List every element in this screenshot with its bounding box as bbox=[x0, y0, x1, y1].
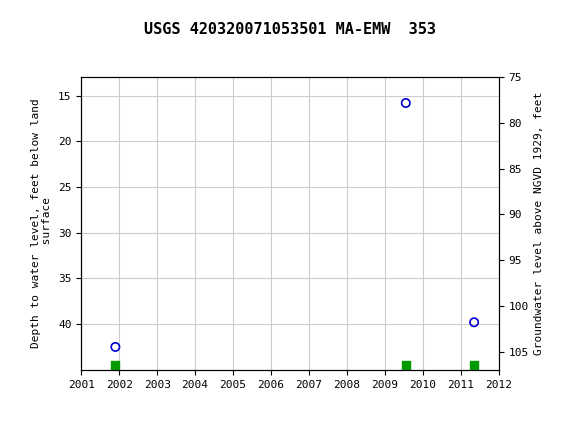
Y-axis label: Groundwater level above NGVD 1929, feet: Groundwater level above NGVD 1929, feet bbox=[534, 92, 544, 355]
Point bbox=[401, 362, 411, 369]
Point bbox=[111, 344, 120, 350]
Point bbox=[111, 362, 120, 369]
Point bbox=[401, 100, 411, 107]
Point bbox=[469, 319, 478, 326]
Text: USGS 420320071053501 MA-EMW  353: USGS 420320071053501 MA-EMW 353 bbox=[144, 22, 436, 37]
Legend: Period of approved data: Period of approved data bbox=[193, 427, 387, 430]
Y-axis label: Depth to water level, feet below land
 surface: Depth to water level, feet below land su… bbox=[31, 99, 52, 348]
Text: ▒USGS: ▒USGS bbox=[9, 15, 67, 37]
Point bbox=[469, 362, 478, 369]
